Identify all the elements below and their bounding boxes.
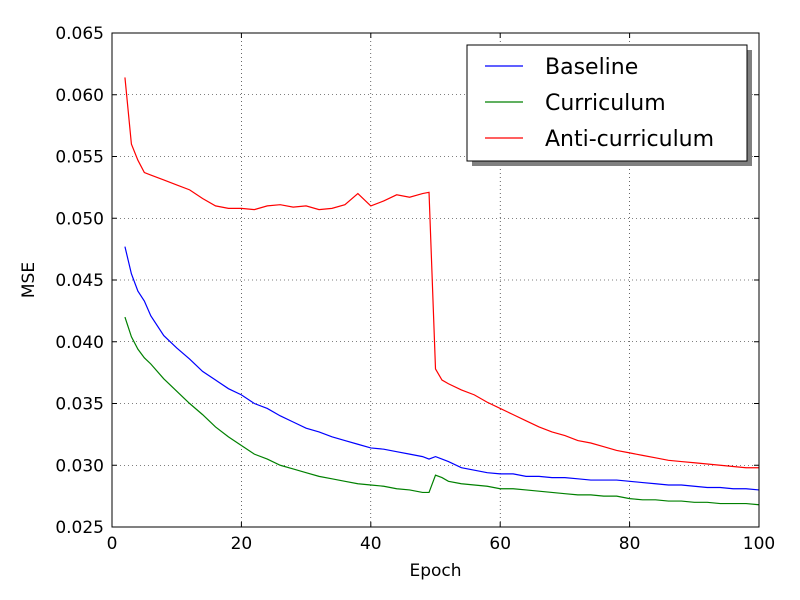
- y-tick-label: 0.040: [55, 333, 104, 353]
- x-tick-label: 20: [231, 534, 253, 554]
- y-tick-label: 0.055: [55, 148, 104, 168]
- x-tick-label: 60: [489, 534, 511, 554]
- x-tick-label: 0: [107, 534, 118, 554]
- y-tick-label: 0.045: [55, 271, 104, 291]
- plot-frame: [111, 32, 760, 528]
- y-tick-label: 0.025: [55, 518, 104, 538]
- y-tick-label: 0.030: [55, 456, 104, 476]
- legend-label: Anti-curriculum: [545, 127, 714, 152]
- y-tick-label: 0.065: [55, 24, 104, 44]
- legend-box: [466, 44, 748, 162]
- y-tick-label: 0.035: [55, 395, 104, 415]
- legend-label: Curriculum: [545, 91, 666, 116]
- series-line: [124, 77, 759, 469]
- series-line: [124, 246, 760, 491]
- x-axis-label: Epoch: [409, 561, 461, 581]
- x-tick-label: 40: [360, 534, 382, 554]
- series-line: [124, 316, 760, 506]
- y-tick-label: 0.050: [55, 209, 104, 229]
- legend: Baseline Curriculum Anti-curriculum: [466, 44, 752, 166]
- legend-label: Baseline: [545, 55, 638, 80]
- y-tick-label: 0.060: [55, 86, 104, 106]
- x-tick-label: 80: [619, 534, 641, 554]
- x-tick-label: 100: [743, 534, 775, 554]
- y-axis-label: MSE: [19, 262, 39, 298]
